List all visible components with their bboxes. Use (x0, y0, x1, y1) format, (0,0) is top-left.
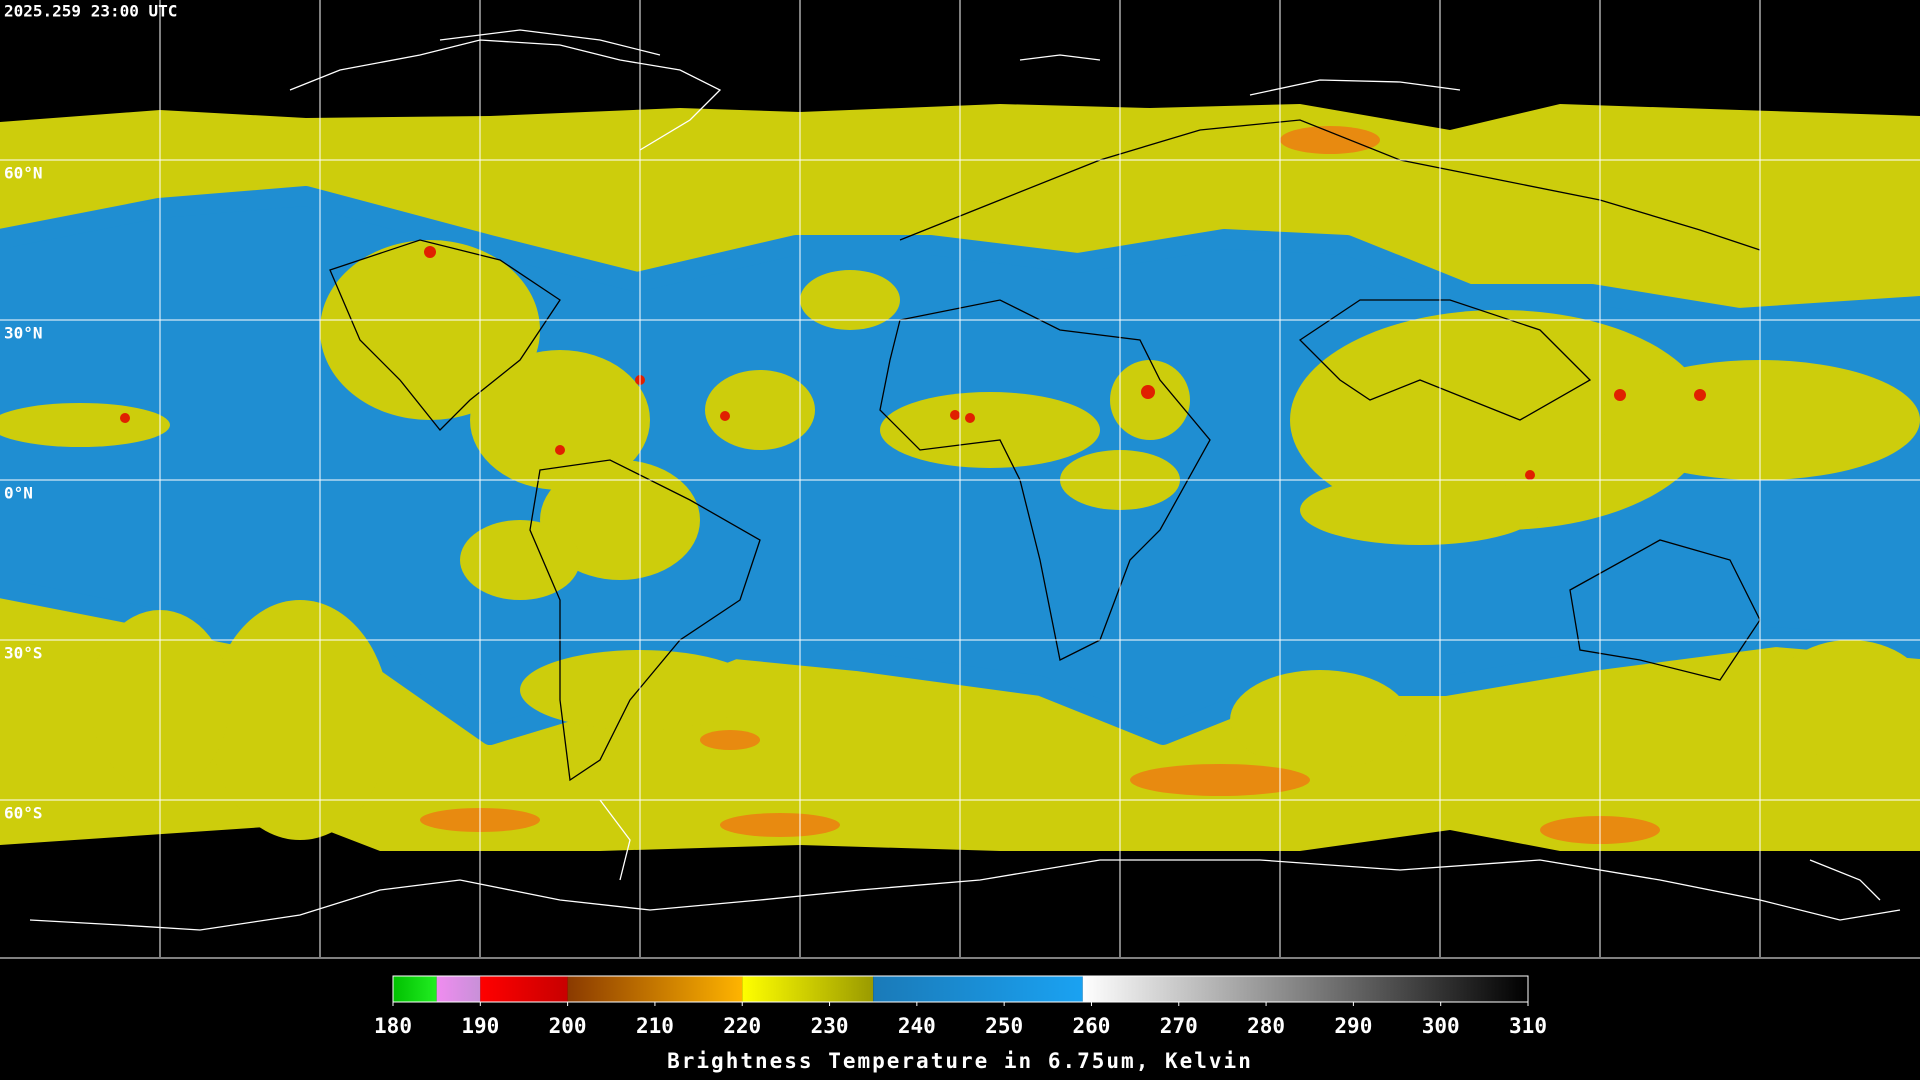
timestamp: 2025.259 23:00 UTC (4, 2, 177, 21)
colorbar-segment (1082, 976, 1528, 1002)
colorbar-segment (393, 976, 437, 1002)
colorbar-tick-label: 200 (549, 1014, 587, 1038)
deep-convection (120, 246, 1706, 480)
colorbar-tick-label: 210 (636, 1014, 674, 1038)
colorbar-segment (742, 976, 874, 1002)
colorbar-tick-label: 190 (461, 1014, 499, 1038)
colorbar-tick-label: 290 (1334, 1014, 1372, 1038)
polar-coastlines (29, 29, 1901, 931)
colorbar-tick-label: 220 (723, 1014, 761, 1038)
colorbar-tick-label: 180 (374, 1014, 412, 1038)
colorbar-tick-label: 240 (898, 1014, 936, 1038)
colorbar-tick-label: 280 (1247, 1014, 1285, 1038)
colorbar-tick-label: 270 (1160, 1014, 1198, 1038)
latitude-label: 30°N (4, 324, 43, 343)
colorbar-segment (436, 976, 481, 1002)
latitude-label: 60°S (4, 804, 43, 823)
colorbar-title: Brightness Temperature in 6.75um, Kelvin (667, 1049, 1253, 1073)
colorbar-tick-label: 250 (985, 1014, 1023, 1038)
colorbar-tick-label: 310 (1509, 1014, 1547, 1038)
colorbar-tick-label: 260 (1072, 1014, 1110, 1038)
colorbar-segment (873, 976, 1083, 1002)
colorbar-tick-label: 300 (1422, 1014, 1460, 1038)
colorbar-segment (480, 976, 568, 1002)
latitude-label: 60°N (4, 164, 43, 183)
colorbar-frame (392, 975, 1529, 1003)
moist-clouds (0, 240, 1920, 840)
latitude-label: 0°N (4, 484, 33, 503)
water-vapor-imagery (0, 0, 1920, 957)
latitude-label: 30°S (4, 644, 43, 663)
colorbar-segment (567, 976, 743, 1002)
colorbar-tick-label: 230 (811, 1014, 849, 1038)
